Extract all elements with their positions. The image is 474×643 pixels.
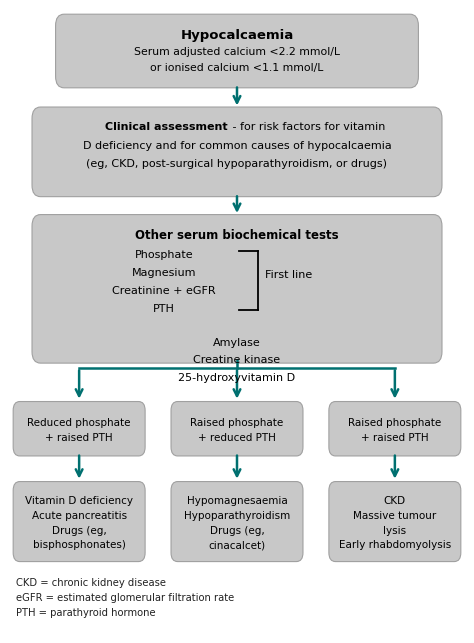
Text: + raised PTH: + raised PTH <box>361 433 428 443</box>
Text: eGFR = estimated glomerular filtration rate: eGFR = estimated glomerular filtration r… <box>16 593 234 603</box>
Text: Early rhabdomyolysis: Early rhabdomyolysis <box>339 541 451 550</box>
Text: Acute pancreatitis: Acute pancreatitis <box>32 511 127 521</box>
Text: Creatine kinase: Creatine kinase <box>193 356 281 365</box>
Text: + raised PTH: + raised PTH <box>46 433 113 443</box>
Text: Phosphate: Phosphate <box>135 249 193 260</box>
Text: D deficiency and for common causes of hypocalcaemia: D deficiency and for common causes of hy… <box>82 141 392 151</box>
Text: Hypomagnesaemia: Hypomagnesaemia <box>187 496 287 506</box>
Text: Vitamin D deficiency: Vitamin D deficiency <box>25 496 133 506</box>
FancyBboxPatch shape <box>32 107 442 197</box>
Text: Serum adjusted calcium <2.2 mmol/L: Serum adjusted calcium <2.2 mmol/L <box>134 47 340 57</box>
Text: lysis: lysis <box>383 526 406 536</box>
Text: Drugs (eg,: Drugs (eg, <box>210 526 264 536</box>
Text: Clinical assessment: Clinical assessment <box>105 122 228 132</box>
Text: (eg, CKD, post-surgical hypoparathyroidism, or drugs): (eg, CKD, post-surgical hypoparathyroidi… <box>86 159 388 169</box>
Text: cinacalcet): cinacalcet) <box>209 541 265 550</box>
Text: Magnesium: Magnesium <box>132 267 196 278</box>
Text: + reduced PTH: + reduced PTH <box>198 433 276 443</box>
FancyBboxPatch shape <box>32 215 442 363</box>
Text: Amylase: Amylase <box>213 338 261 347</box>
FancyBboxPatch shape <box>171 482 303 561</box>
FancyBboxPatch shape <box>329 401 461 456</box>
Text: Raised phosphate: Raised phosphate <box>191 418 283 428</box>
Text: Massive tumour: Massive tumour <box>353 511 437 521</box>
FancyBboxPatch shape <box>13 482 145 561</box>
Text: - for risk factors for vitamin: - for risk factors for vitamin <box>228 122 385 132</box>
Text: PTH = parathyroid hormone: PTH = parathyroid hormone <box>16 608 155 619</box>
Text: Raised phosphate: Raised phosphate <box>348 418 441 428</box>
Text: Drugs (eg,: Drugs (eg, <box>52 526 107 536</box>
Text: Creatinine + eGFR: Creatinine + eGFR <box>112 285 216 296</box>
FancyBboxPatch shape <box>13 401 145 456</box>
Text: Hypoparathyroidism: Hypoparathyroidism <box>184 511 290 521</box>
Text: bisphosphonates): bisphosphonates) <box>33 541 126 550</box>
FancyBboxPatch shape <box>55 14 419 88</box>
Text: CKD: CKD <box>384 496 406 506</box>
Text: First line: First line <box>265 271 312 280</box>
Text: Hypocalcaemia: Hypocalcaemia <box>181 29 293 42</box>
Text: Other serum biochemical tests: Other serum biochemical tests <box>135 230 339 242</box>
Text: CKD = chronic kidney disease: CKD = chronic kidney disease <box>16 577 165 588</box>
FancyBboxPatch shape <box>171 401 303 456</box>
Text: 25-hydroxyvitamin D: 25-hydroxyvitamin D <box>178 374 296 383</box>
Text: Reduced phosphate: Reduced phosphate <box>27 418 131 428</box>
FancyBboxPatch shape <box>329 482 461 561</box>
Text: PTH: PTH <box>153 303 175 314</box>
Text: or ionised calcium <1.1 mmol/L: or ionised calcium <1.1 mmol/L <box>150 64 324 73</box>
